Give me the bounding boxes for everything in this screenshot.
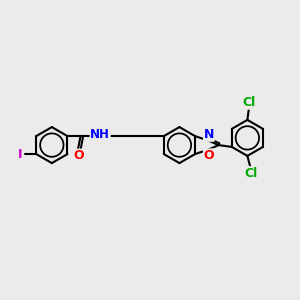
Text: O: O: [73, 149, 84, 162]
Text: NH: NH: [90, 128, 110, 141]
Text: N: N: [204, 128, 214, 141]
Text: Cl: Cl: [244, 167, 257, 180]
Text: I: I: [18, 148, 23, 160]
Text: O: O: [203, 149, 214, 162]
Text: Cl: Cl: [242, 96, 256, 109]
